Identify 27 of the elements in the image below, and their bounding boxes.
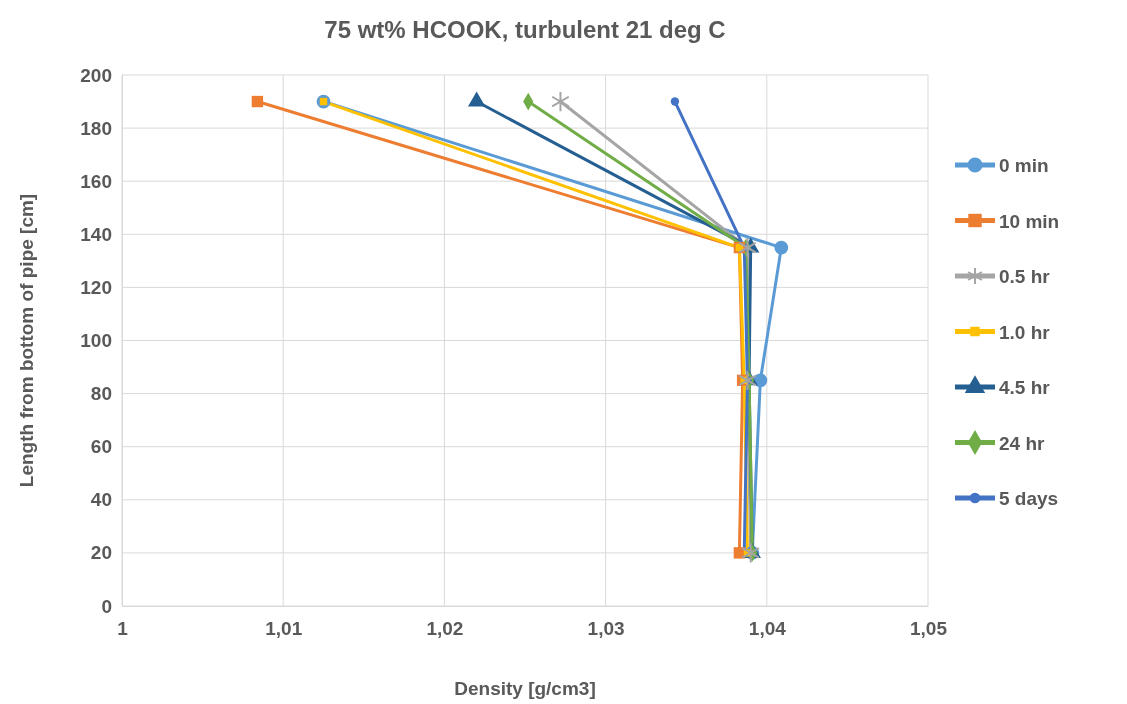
legend-label: 0 min: [999, 155, 1049, 176]
x-tick-label: 1,04: [748, 618, 787, 640]
y-tick-label: 200: [80, 64, 112, 86]
y-tick-label: 180: [80, 117, 112, 139]
y-tick-label: 20: [90, 542, 112, 564]
legend-label: 0.5 hr: [999, 266, 1051, 287]
x-tick-label: 1,03: [587, 618, 625, 640]
y-tick-label: 60: [90, 436, 112, 458]
y-tick-label: 140: [80, 223, 112, 245]
y-axis-title: Length from bottom of pipe [cm]: [16, 193, 37, 488]
legend-label: 10 min: [999, 210, 1060, 232]
chart-title: 75 wt% HCOOK, turbulent 21 deg C: [324, 16, 726, 43]
x-axis-title: Density [g/cm3]: [454, 678, 596, 699]
y-tick-label: 80: [90, 383, 112, 405]
x-tick-label: 1,02: [426, 618, 464, 640]
y-tick-label: 100: [80, 330, 112, 352]
y-tick-label: 40: [90, 489, 112, 511]
legend-label: 5 days: [999, 488, 1059, 509]
y-tick-label: 0: [101, 595, 112, 617]
x-tick-label: 1: [117, 618, 129, 640]
legend-label: 1.0 hr: [999, 321, 1051, 343]
x-tick-label: 1,01: [265, 618, 303, 640]
y-tick-label: 160: [80, 170, 112, 192]
legend-label: 24 hr: [999, 432, 1046, 454]
x-tick-label: 1,05: [910, 618, 948, 640]
legend-label: 4.5 hr: [999, 377, 1051, 398]
y-tick-label: 120: [80, 276, 112, 298]
